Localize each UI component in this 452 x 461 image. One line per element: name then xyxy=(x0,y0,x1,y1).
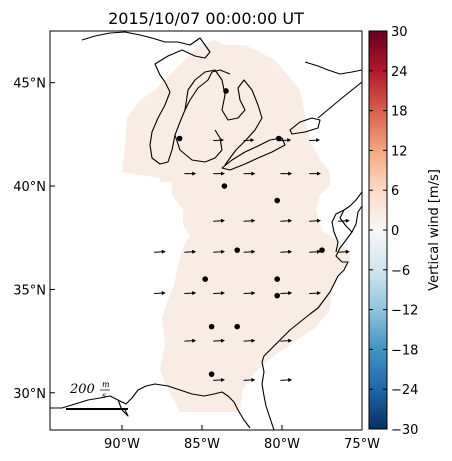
colorbar-tick-label: 18 xyxy=(391,105,408,120)
wind-vector xyxy=(280,138,292,143)
wind-vector xyxy=(243,218,256,223)
station-marker xyxy=(319,247,325,253)
map-content: 200 m s xyxy=(50,31,362,430)
wind-vector xyxy=(280,338,293,343)
colorbar-tick-label: −24 xyxy=(391,383,418,398)
colorbar-tick-label: −30 xyxy=(391,423,418,438)
scale-label-frac-den: s xyxy=(102,391,106,400)
coastline-delta xyxy=(117,399,129,417)
wind-vector xyxy=(213,377,225,382)
colorbar-tick-label: 30 xyxy=(391,25,408,40)
station-marker xyxy=(234,323,240,330)
station-marker xyxy=(202,276,208,282)
scale-legend: 200 m s xyxy=(66,380,128,410)
coastline-ontario xyxy=(289,117,321,135)
coverage-region xyxy=(122,40,350,412)
wind-vector xyxy=(213,218,225,223)
lat-tick-label: 35°N xyxy=(13,283,46,298)
station-marker xyxy=(274,276,281,282)
wind-vector xyxy=(280,171,293,176)
wind-vector xyxy=(280,249,293,254)
coastline-gulf xyxy=(50,383,251,429)
coastline-chesapeake xyxy=(331,209,345,253)
map-frame xyxy=(49,30,363,431)
lat-tick-label: 45°N xyxy=(13,77,46,92)
station-marker xyxy=(274,292,281,299)
lat-tick-label: 40°N xyxy=(13,180,46,195)
wind-vector xyxy=(213,249,225,254)
colorbar-tick-label: 24 xyxy=(391,65,408,80)
lon-tick-label: 75°W xyxy=(344,437,380,452)
coastline-erie xyxy=(221,137,286,171)
station-marker xyxy=(276,135,282,142)
wind-vector xyxy=(213,138,225,143)
station-marker xyxy=(176,135,183,142)
colorbar-tick-label: −12 xyxy=(391,304,418,319)
wind-vector xyxy=(184,338,197,343)
wind-vector xyxy=(184,171,197,176)
colorbar: 30 24 18 12 6 0 −6 −12 −18 −24 −30 Vertical wind [… xyxy=(368,25,442,438)
longitude-ticks: 90°W 85°W 80°W 75°W xyxy=(104,425,380,452)
colorbar-label: Vertical wind [m/s] xyxy=(427,169,442,291)
station-marker xyxy=(274,197,281,204)
wind-vector xyxy=(309,249,321,254)
wind-vector xyxy=(337,249,350,254)
lon-tick-label: 90°W xyxy=(104,437,140,452)
wind-vector xyxy=(243,291,256,296)
wind-vector xyxy=(184,291,197,296)
coastline-stlawrence xyxy=(317,81,362,119)
coastline-northeast xyxy=(304,61,362,75)
wind-vectors xyxy=(153,138,350,382)
scale-label: 200 xyxy=(69,382,95,397)
lat-tick-label: 30°N xyxy=(13,387,46,402)
scale-label-frac-num: m xyxy=(102,380,110,389)
wind-vector xyxy=(309,171,321,176)
station-marker xyxy=(221,183,228,189)
coastlines xyxy=(50,31,362,430)
station-marker xyxy=(223,88,229,94)
wind-vector xyxy=(153,249,166,254)
wind-vector xyxy=(280,291,293,296)
colorbar-tick-label: −6 xyxy=(391,264,410,279)
station-marker xyxy=(208,371,215,377)
wind-vector xyxy=(243,138,255,143)
wind-vector xyxy=(280,377,293,382)
colorbar-tick-label: 6 xyxy=(391,184,399,199)
map-title: 2015/10/07 00:00:00 UT xyxy=(108,9,304,28)
coastline-atlantic xyxy=(261,191,362,430)
wind-vector xyxy=(309,291,321,296)
station-marker xyxy=(208,323,215,330)
wind-vector xyxy=(243,377,256,382)
coastline-huron xyxy=(184,69,263,166)
wind-vector xyxy=(309,138,321,143)
colorbar-tick-label: 12 xyxy=(391,144,408,159)
coastline-delaware xyxy=(351,205,362,233)
wind-vector xyxy=(337,218,350,223)
wind-vector xyxy=(243,338,256,343)
colorbar-tick-label: 0 xyxy=(391,224,399,239)
wind-vector xyxy=(243,171,256,176)
wind-vector xyxy=(213,291,225,296)
station-marker xyxy=(234,247,240,253)
colorbar-tick-label: −18 xyxy=(391,343,418,358)
wind-vector xyxy=(184,249,197,254)
colorbar-ticks: 30 24 18 12 6 0 −6 −12 −18 −24 −30 xyxy=(369,25,418,438)
wind-vector xyxy=(309,218,321,223)
wind-vector xyxy=(280,218,293,223)
scale-label-number: 200 xyxy=(69,382,95,397)
wind-vector xyxy=(213,171,225,176)
wind-vector xyxy=(153,291,166,296)
coastline-superior xyxy=(81,31,211,83)
coastline-michigan xyxy=(149,69,231,165)
stations xyxy=(176,88,325,377)
wind-vector xyxy=(213,338,225,343)
latitude-ticks: 45°N 40°N 35°N 30°N xyxy=(13,77,55,402)
lon-tick-label: 85°W xyxy=(184,437,220,452)
wind-vector xyxy=(243,249,256,254)
lon-tick-label: 80°W xyxy=(264,437,300,452)
